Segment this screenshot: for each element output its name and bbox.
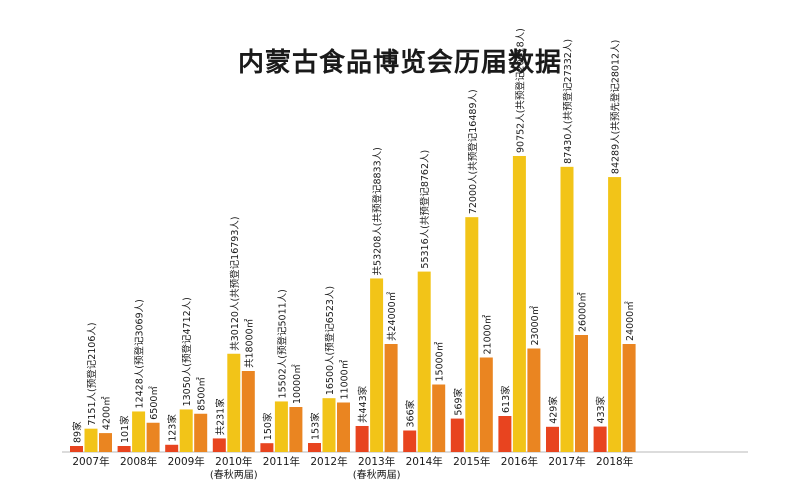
data-label-2009年-s0: 123家 (167, 414, 179, 442)
bar-2012年-s0 (308, 443, 321, 452)
tick-label-2011年: 2011年 (263, 455, 300, 468)
tick-note-2013年: (春秋两届) (353, 468, 401, 481)
data-label-2013年-s1: 共53208人(共预登记8833人) (372, 147, 384, 275)
data-label-2016年-s0: 613家 (500, 385, 512, 413)
bar-2010年-s1 (227, 353, 241, 452)
data-label-2017年-s2: 26000㎡ (578, 292, 589, 332)
data-label-2010年-s0: 共231家 (214, 398, 226, 436)
data-label-2013年-s0: 共443家 (357, 385, 369, 423)
data-label-2008年-s2: 6500㎡ (149, 386, 160, 420)
data-label-2010年-s1: 共30120人(共预登记16793人) (229, 216, 241, 350)
bar-2015年-s1 (465, 217, 479, 452)
tick-label-2009年: 2009年 (168, 455, 205, 468)
bar-2008年-s1 (132, 411, 146, 452)
bar-2012年-s1 (322, 398, 336, 452)
data-label-2009年-s1: 13050人(预登记4712人) (181, 297, 193, 406)
bar-2011年-s1 (274, 401, 288, 452)
bar-2013年-s2 (384, 344, 398, 452)
tick-label-2013年: 2013年 (358, 455, 395, 468)
data-label-2015年-s2: 21000㎡ (482, 314, 493, 354)
bar-2014年-s0 (403, 430, 417, 452)
data-label-2016年-s1: 90752人(共预登记20118人) (514, 28, 526, 153)
data-label-2010年-s2: 共18000㎡ (244, 318, 255, 368)
data-label-2017年-s1: 87430人(共预登记27332人) (562, 39, 574, 164)
bar-2010年-s2 (241, 371, 255, 452)
tick-label-2017年: 2017年 (548, 455, 585, 468)
bar-2017年-s2 (575, 335, 588, 452)
bar-2014年-s1 (417, 271, 431, 452)
data-label-2014年-s0: 366家 (405, 399, 417, 427)
tick-label-2016年: 2016年 (501, 455, 538, 468)
tick-label-2014年: 2014年 (406, 455, 443, 468)
tick-label-2008年: 2008年 (120, 455, 157, 468)
bar-2009年-s2 (194, 413, 208, 452)
data-label-2011年-s0: 150家 (262, 412, 274, 440)
data-label-2012年-s0: 153家 (310, 412, 322, 440)
data-label-2007年-s2: 4200㎡ (102, 396, 113, 430)
data-label-2011年-s2: 10000㎡ (292, 364, 303, 404)
data-label-2008年-s0: 101家 (119, 415, 131, 443)
chart-title: 内蒙古食品博览会历届数据 (237, 48, 562, 78)
tick-label-2018年: 2018年 (596, 455, 633, 468)
bar-2007年-s1 (84, 428, 98, 452)
bar-2008年-s2 (146, 422, 160, 452)
bar-2009年-s0 (165, 444, 179, 452)
bar-2013年-s0 (355, 425, 369, 452)
tick-label-2010年: 2010年 (215, 455, 252, 468)
data-label-2007年-s0: 89家 (72, 421, 84, 443)
data-label-2014年-s1: 55316人(共预登记8762人) (419, 150, 431, 269)
bar-2010年-s0 (212, 438, 226, 452)
bar-2016年-s1 (512, 156, 526, 452)
data-label-2018年-s2: 24000㎡ (625, 301, 636, 341)
bar-2015年-s0 (450, 418, 464, 452)
data-label-2014年-s2: 15000㎡ (435, 341, 446, 381)
bar-2018年-s1 (608, 177, 622, 452)
tick-note-2010年: (春秋两届) (210, 468, 258, 481)
tick-label-2012年: 2012年 (310, 455, 347, 468)
data-label-2016年-s2: 23000㎡ (530, 305, 541, 345)
bar-2007年-s2 (99, 433, 112, 452)
bar-2008年-s0 (117, 446, 131, 452)
bar-2012年-s2 (337, 402, 350, 452)
data-label-2015年-s0: 569家 (452, 387, 464, 415)
bar-2017年-s0 (546, 426, 559, 452)
bar-2011年-s0 (260, 443, 274, 452)
data-label-2011年-s1: 15502人(预登记5011人) (276, 289, 288, 398)
tick-label-2015年: 2015年 (453, 455, 490, 468)
data-label-2017年-s0: 429家 (548, 396, 560, 424)
tick-label-2007年: 2007年 (72, 455, 109, 468)
bar-2015年-s2 (479, 357, 493, 452)
bar-2016年-s2 (527, 348, 541, 452)
bar-2017年-s1 (560, 166, 574, 453)
data-label-2012年-s1: 16500人(预登记6523人) (324, 286, 336, 395)
bar-2007年-s0 (70, 446, 83, 452)
bar-2014年-s2 (432, 384, 446, 452)
bar-2016年-s0 (498, 416, 512, 452)
data-label-2009年-s2: 8500㎡ (197, 377, 208, 411)
bar-2011年-s2 (289, 407, 303, 452)
data-label-2018年-s1: 84289人(共预先登记28012人) (610, 40, 622, 174)
bar-2018年-s2 (622, 344, 636, 452)
data-label-2015年-s1: 72000人(共预登记16489人) (467, 89, 479, 214)
data-label-2018年-s0: 433家 (595, 395, 607, 423)
data-label-2013年-s2: 共24000㎡ (387, 291, 398, 341)
data-label-2008年-s1: 12428人(预登记3069人) (134, 299, 146, 408)
bar-2009年-s1 (179, 409, 193, 452)
data-label-2012年-s2: 11000㎡ (340, 359, 351, 399)
bar-2018年-s0 (593, 426, 607, 452)
bar-2013年-s1 (370, 278, 384, 452)
data-label-2007年-s1: 7151人(预登记2106人) (86, 322, 98, 425)
